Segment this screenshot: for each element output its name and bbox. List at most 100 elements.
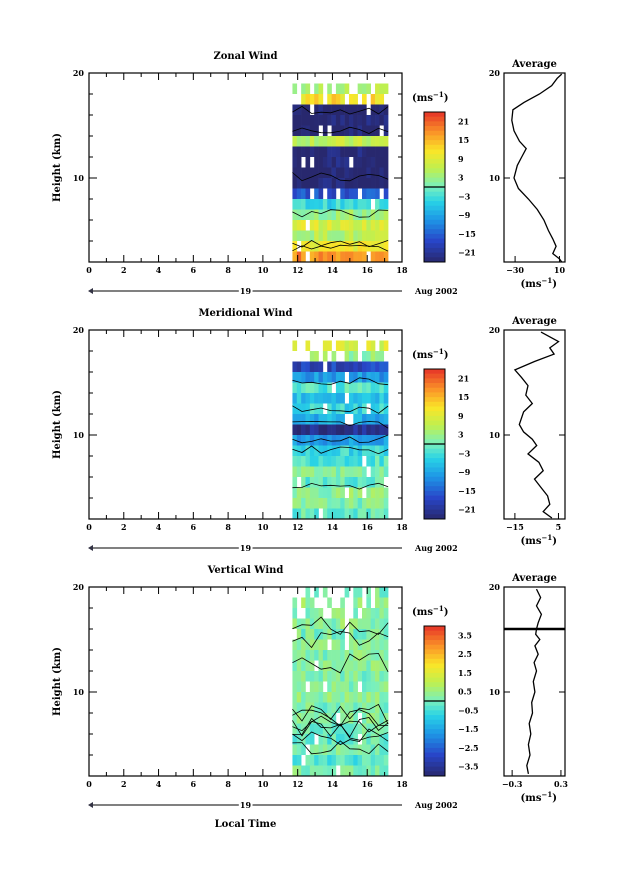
colorbar-tick-label: 21 <box>458 116 469 126</box>
heatmap-cell <box>340 209 345 220</box>
average-x-tick-label: −15 <box>506 522 524 532</box>
heatmap-cell <box>362 83 367 94</box>
heatmap-cell <box>331 424 337 435</box>
heatmap-cell <box>353 608 358 619</box>
heatmap-cell <box>340 466 345 477</box>
heatmap-cell <box>370 671 376 682</box>
colorbar-swatch <box>424 158 445 164</box>
heatmap-cell <box>344 755 350 766</box>
heatmap-cell <box>370 104 376 115</box>
heatmap-cells <box>292 587 389 776</box>
heatmap-cell <box>370 125 376 136</box>
heatmap-cell <box>357 136 363 147</box>
heatmap-cell <box>331 393 337 404</box>
heatmap-cell <box>292 414 298 425</box>
heatmap-cell <box>375 765 380 776</box>
heatmap-cell <box>331 456 337 467</box>
colorbar-swatch <box>424 126 445 132</box>
heatmap-cell <box>322 230 328 241</box>
heatmap-cell <box>327 723 332 734</box>
heatmap-cell <box>379 220 385 231</box>
colorbar-swatch <box>424 135 445 141</box>
heatmap-cell <box>370 146 376 157</box>
heatmap-cell <box>309 487 315 498</box>
heatmap-cell <box>362 765 367 776</box>
heatmap-cell <box>296 639 302 650</box>
heatmap-cell <box>362 424 367 435</box>
heatmap-cell <box>322 498 328 509</box>
heatmap-cell <box>344 351 350 362</box>
heatmap-cell <box>305 115 311 126</box>
heatmap-cell <box>318 692 324 703</box>
heatmap-cell <box>309 466 315 477</box>
heatmap-cell <box>318 104 324 115</box>
heatmap-cell <box>370 157 376 168</box>
heatmap-cell <box>327 157 332 168</box>
panel-3: 0 2 4 6 8 10 12 14 16 18 10 20 Vertical Wind Height (… <box>52 565 568 830</box>
x-tick-label: 12 <box>292 265 303 275</box>
heatmap-cell <box>375 382 380 393</box>
x-tick-label: 6 <box>191 522 197 532</box>
heatmap-cell <box>331 178 337 189</box>
heatmap-cell <box>335 702 341 713</box>
heatmap-cell <box>322 744 328 755</box>
heatmap-cell <box>309 361 315 372</box>
heatmap-cell <box>340 403 345 414</box>
colorbar-swatch <box>424 434 445 440</box>
heatmap-cell <box>357 146 363 157</box>
heatmap-cell <box>383 372 389 383</box>
heatmap-cell <box>340 94 345 105</box>
colorbar-tick-label: −3 <box>458 448 471 458</box>
chart-title: Vertical Wind <box>207 565 284 576</box>
heatmap-cell <box>327 83 332 94</box>
heatmap-cell <box>340 241 345 252</box>
heatmap-cell <box>314 618 319 629</box>
heatmap-cell <box>362 372 367 383</box>
heatmap-cell <box>335 209 341 220</box>
heatmap-cell <box>327 199 332 210</box>
heatmap-cell <box>344 125 350 136</box>
heatmap-cell <box>309 723 315 734</box>
heatmap-cell <box>370 382 376 393</box>
heatmap-cell <box>340 104 345 115</box>
heatmap-cell <box>357 167 363 178</box>
heatmap-cell <box>362 608 367 619</box>
heatmap-cell <box>348 639 354 650</box>
colorbar-swatch <box>424 168 445 174</box>
heatmap-cell <box>292 487 298 498</box>
heatmap-cell <box>309 681 315 692</box>
colorbar-tick-label: 9 <box>458 411 464 421</box>
heatmap-cell <box>309 650 315 661</box>
contour-line <box>292 720 389 741</box>
heatmap-cell <box>331 671 337 682</box>
heatmap-cell <box>366 477 371 488</box>
colorbar-swatch <box>424 743 445 749</box>
heatmap-cell <box>327 241 332 252</box>
heatmap-cell <box>327 477 332 488</box>
heatmap-cell <box>357 487 363 498</box>
heatmap-cell <box>383 340 389 351</box>
heatmap-cell <box>340 660 345 671</box>
colorbar-tick-label: 1.5 <box>458 668 472 678</box>
heatmap-cell <box>318 230 324 241</box>
heatmap-cell <box>370 681 376 692</box>
heatmap-cell <box>301 466 306 477</box>
heatmap-cell <box>301 744 306 755</box>
heatmap-cell <box>305 125 311 136</box>
colorbar-unit-exponent: −1 <box>433 347 444 356</box>
heatmap-cell <box>335 414 341 425</box>
heatmap-cell <box>353 456 358 467</box>
heatmap-cell <box>335 671 341 682</box>
x-tick-label: 0 <box>86 522 92 532</box>
heatmap-cell <box>344 498 350 509</box>
heatmap-cell <box>292 498 298 509</box>
heatmap-cell <box>383 199 389 210</box>
heatmap-cell <box>353 755 358 766</box>
heatmap-cell <box>292 209 298 220</box>
heatmap-cell <box>340 220 345 231</box>
heatmap-cell <box>327 188 332 199</box>
colorbar-swatch <box>424 504 445 511</box>
heatmap-cell <box>335 618 341 629</box>
contour-line <box>292 405 389 414</box>
x-tick-label: 8 <box>225 265 231 275</box>
